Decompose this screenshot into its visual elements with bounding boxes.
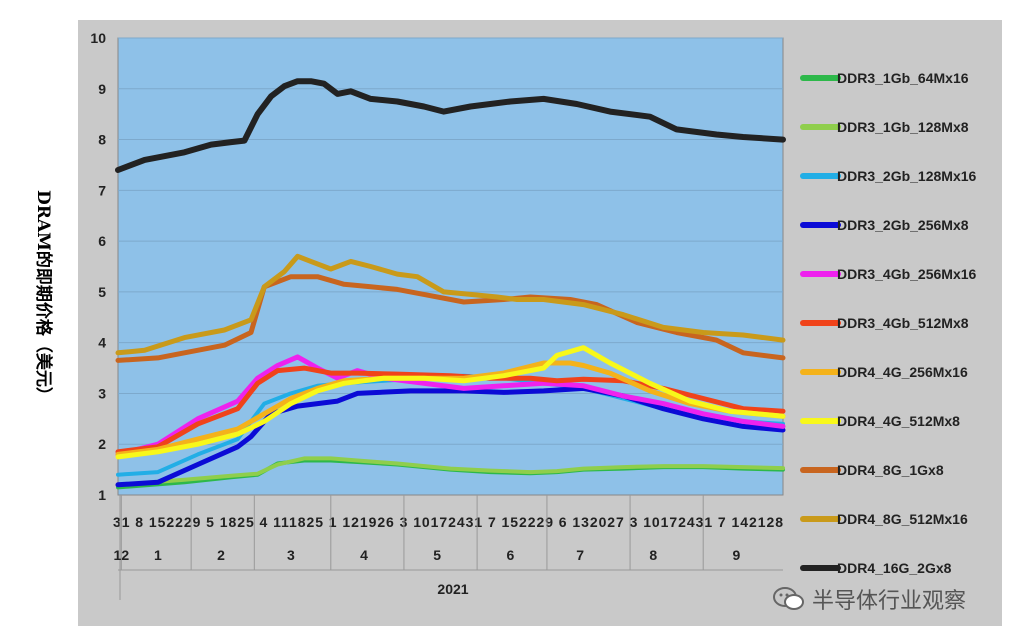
series-line-DDR4_8G_512Mx16 bbox=[115, 253, 786, 356]
series-line-DDR3_1Gb_128Mx8 bbox=[116, 456, 785, 487]
y-tick-label: 3 bbox=[98, 385, 106, 401]
month-label: 5 bbox=[433, 547, 441, 563]
y-tick-label: 7 bbox=[98, 182, 106, 198]
y-axis-ticks: 1 2 3 4 5 6 7 8 9 10 bbox=[90, 30, 106, 503]
series-line-DDR4_4G_512Mx8 bbox=[115, 345, 786, 460]
x-axis-area bbox=[118, 495, 783, 603]
series-line-DDR4_16G_2Gx8 bbox=[115, 78, 786, 173]
x-day-ticks: 31 8 152229 5 1825 4 111825 1 121926 3 1… bbox=[113, 514, 783, 530]
plot-area bbox=[117, 37, 784, 496]
legend-label: DDR4_8G_1Gx8 bbox=[837, 462, 944, 478]
y-tick-label: 6 bbox=[98, 233, 106, 249]
legend-label: DDR4_16G_2Gx8 bbox=[837, 560, 952, 576]
month-label: 7 bbox=[576, 547, 584, 563]
legend-label: DDR3_2Gb_256Mx8 bbox=[837, 217, 969, 233]
y-axis-label: DRAM的即期价格（美元） bbox=[33, 190, 54, 404]
legend-label: DDR3_4Gb_256Mx16 bbox=[837, 266, 977, 282]
month-label: 6 bbox=[506, 547, 514, 563]
month-label: 8 bbox=[649, 547, 657, 563]
legend-label: DDR3_2Gb_128Mx16 bbox=[837, 168, 977, 184]
y-tick-label: 4 bbox=[98, 335, 106, 351]
legend-label: DDR3_1Gb_64Mx16 bbox=[837, 70, 969, 86]
y-tick-label: 10 bbox=[90, 30, 106, 46]
year-label: 2021 bbox=[437, 581, 468, 597]
y-tick-label: 5 bbox=[98, 284, 106, 300]
y-tick-label: 1 bbox=[98, 487, 106, 503]
month-label: 1 bbox=[154, 547, 162, 563]
month-label: 4 bbox=[360, 547, 368, 563]
series-line-DDR3_2Gb_256Mx8 bbox=[115, 385, 786, 488]
legend: DDR3_1Gb_64Mx16 DDR3_1Gb_128Mx8 DDR3_2Gb_1… bbox=[800, 70, 977, 576]
legend-label: DDR3_1Gb_128Mx8 bbox=[837, 119, 969, 135]
legend-label: DDR4_8G_512Mx16 bbox=[837, 511, 968, 527]
legend-label: DDR4_4G_512Mx8 bbox=[837, 413, 960, 429]
watermark: 半导体行业观察 bbox=[772, 583, 966, 615]
y-tick-label: 9 bbox=[98, 81, 106, 97]
legend-label: DDR4_4G_256Mx16 bbox=[837, 364, 968, 380]
series-lines bbox=[115, 78, 786, 490]
x-axis: 31 8 152229 5 1825 4 111825 1 121926 3 1… bbox=[113, 494, 783, 603]
month-label: 2 bbox=[217, 547, 225, 563]
y-tick-label: 2 bbox=[98, 436, 106, 452]
month-label: 3 bbox=[287, 547, 295, 563]
month-label: 12 bbox=[114, 547, 130, 563]
y-tick-label: 8 bbox=[98, 132, 106, 148]
watermark-text: 半导体行业观察 bbox=[812, 589, 967, 614]
month-label: 9 bbox=[733, 547, 741, 563]
wechat-icon bbox=[772, 586, 806, 612]
legend-label: DDR3_4Gb_512Mx8 bbox=[837, 315, 969, 331]
